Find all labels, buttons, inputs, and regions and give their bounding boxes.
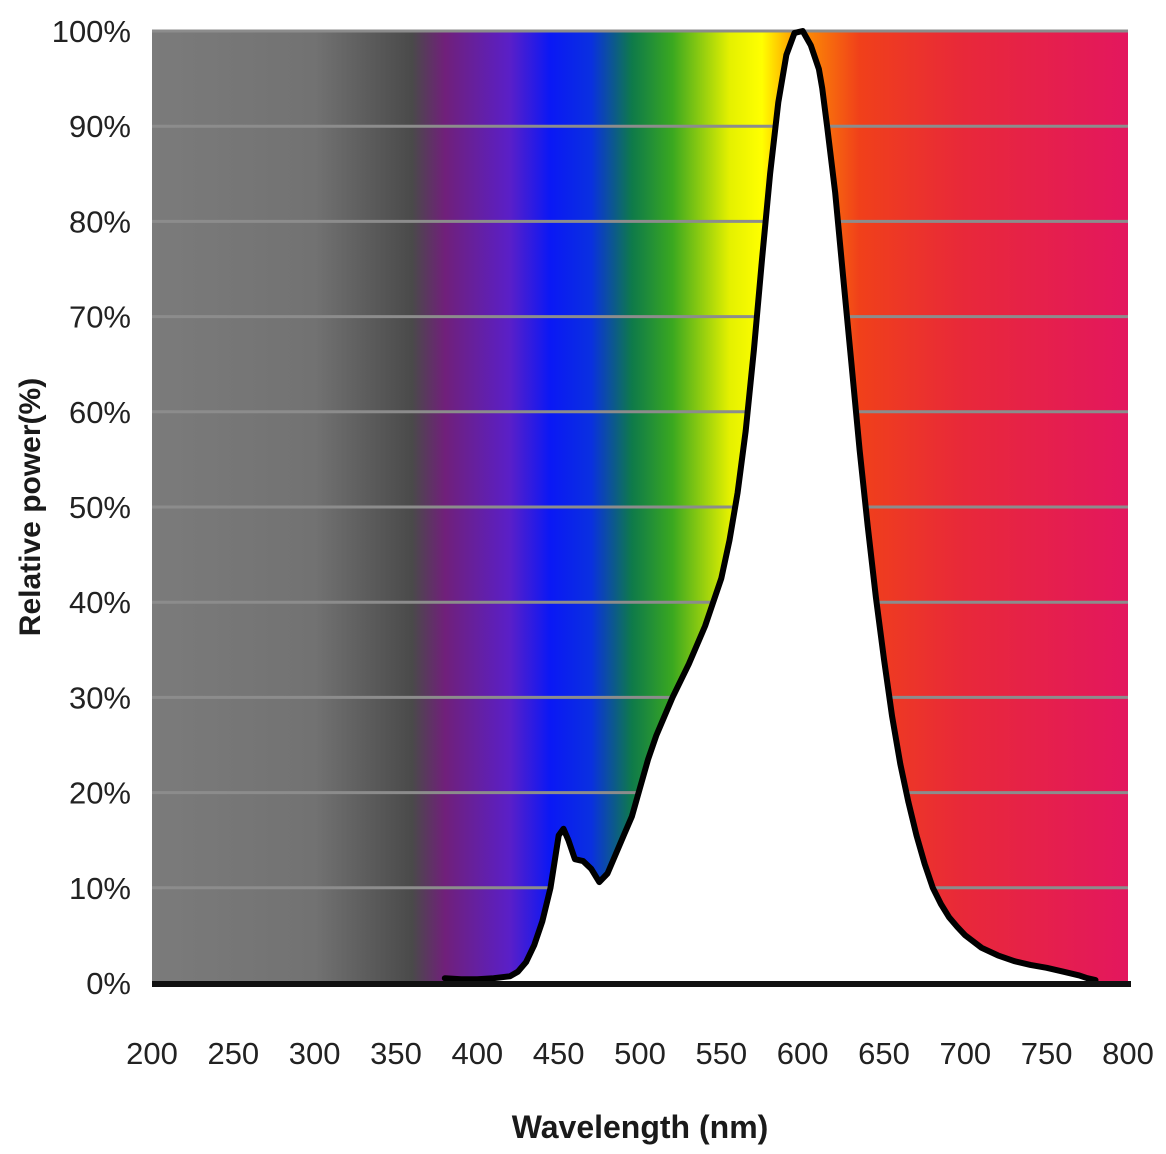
y-tick-label: 0% [86, 966, 131, 1001]
series-line [441, 28, 1099, 984]
y-tick-label: 100% [52, 14, 131, 49]
x-tick-label: 500 [614, 1036, 666, 1071]
x-tick-labels: 200 250 300 350 400 450 500 550 600 650 700 750 800 [126, 1036, 1154, 1071]
x-tick-label: 650 [858, 1036, 910, 1071]
x-tick-label: 550 [695, 1036, 747, 1071]
y-axis-title: Relative power(%) [14, 378, 47, 636]
x-tick-label: 750 [1021, 1036, 1073, 1071]
x-tick-label: 300 [289, 1036, 341, 1071]
x-axis-title: Wavelength (nm) [512, 1109, 769, 1145]
y-tick-label: 50% [69, 490, 131, 525]
y-tick-label: 60% [69, 395, 131, 430]
y-tick-label: 90% [69, 109, 131, 144]
y-tick-label: 80% [69, 204, 131, 239]
x-tick-label: 250 [207, 1036, 259, 1071]
y-tick-label: 20% [69, 776, 131, 811]
x-tick-label: 700 [939, 1036, 991, 1071]
series-area [441, 28, 1099, 984]
y-tick-label: 10% [69, 871, 131, 906]
x-tick-label: 450 [533, 1036, 585, 1071]
x-tick-label: 400 [451, 1036, 503, 1071]
y-tick-label: 30% [69, 680, 131, 715]
series-fill [444, 31, 1096, 983]
x-tick-label: 600 [777, 1036, 829, 1071]
x-tick-label: 800 [1102, 1036, 1154, 1071]
x-tick-label: 350 [370, 1036, 422, 1071]
y-tick-label: 70% [69, 300, 131, 335]
y-tick-labels: 0% 10% 20% 30% 40% 50% 60% 70% 80% 90% 100% [52, 14, 131, 1001]
x-tick-label: 200 [126, 1036, 178, 1071]
y-tick-label: 40% [69, 585, 131, 620]
